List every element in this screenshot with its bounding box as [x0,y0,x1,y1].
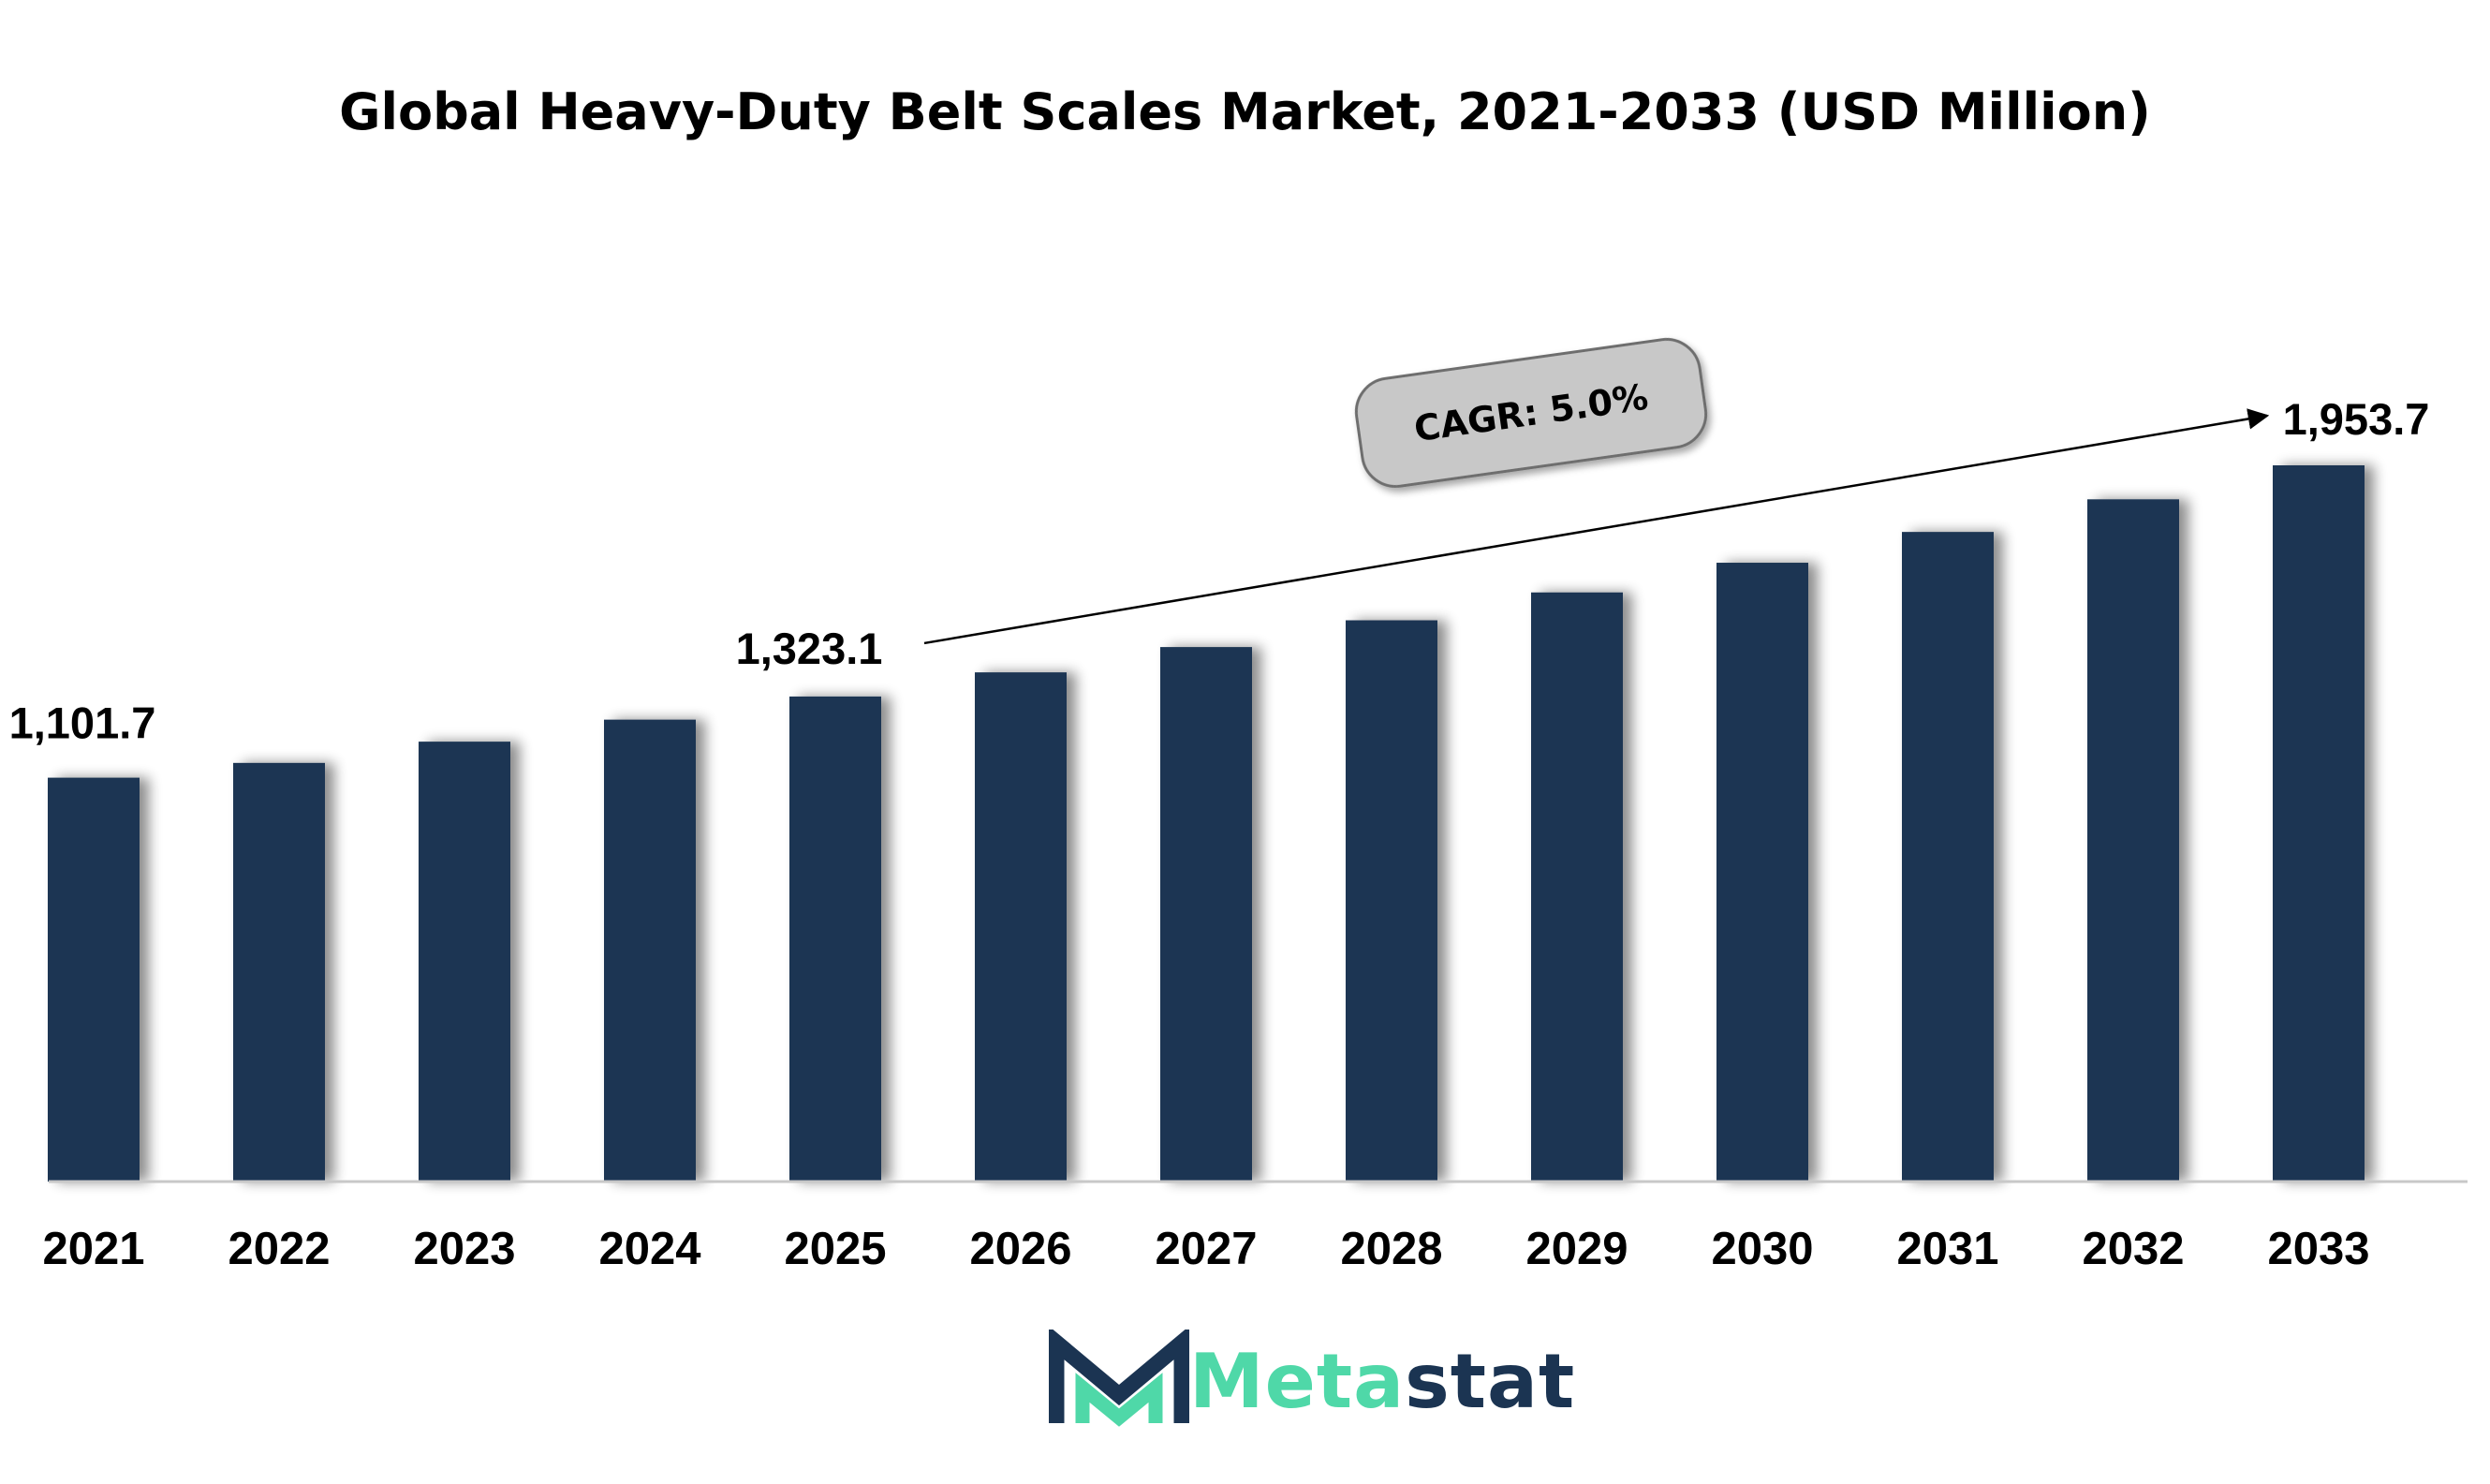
x-tick-label-2032: 2032 [2082,1224,2184,1274]
chart-title: Global Heavy-Duty Belt Scales Market, 20… [339,82,2151,141]
cagr-badge: CAGR: 5.0% [1354,337,1708,489]
x-tick-label-2033: 2033 [2267,1224,2369,1274]
x-tick-label-2028: 2028 [1340,1224,1442,1274]
bar-2026 [975,672,1067,1182]
x-tick-label-2022: 2022 [228,1224,330,1274]
logo-word-meta: Meta [1189,1337,1406,1425]
bar-2030 [1716,563,1808,1182]
data-label-2033: 1,953.7 [2283,394,2430,444]
x-tick-label-2029: 2029 [1525,1224,1628,1274]
x-tick-label-2027: 2027 [1155,1224,1257,1274]
metastat-logo-wordmark: Metastat [1189,1338,1575,1425]
bars-layer [48,465,2365,1182]
x-tick-label-2026: 2026 [969,1224,1071,1274]
logo-word-stat: stat [1405,1337,1576,1425]
data-label-2021: 1,101.7 [9,698,156,748]
bar-2032 [2087,499,2179,1182]
bar-2025 [789,696,881,1182]
bar-2029 [1531,592,1623,1182]
bar-2022 [233,762,325,1182]
bar-2027 [1160,647,1252,1182]
data-labels: 1,101.7 1,323.1 1,953.7 [9,394,2430,748]
bar-2028 [1346,620,1437,1182]
bar-2023 [419,742,510,1182]
bar-2033 [2273,465,2365,1182]
bar-2031 [1902,532,1994,1182]
x-tick-label-2023: 2023 [413,1224,515,1274]
bar-2024 [604,719,696,1182]
x-tick-label-2031: 2031 [1896,1224,1998,1274]
metastat-logo-mark-icon [1049,1330,1189,1427]
x-tick-label-2024: 2024 [598,1224,700,1274]
metastat-logo: Metastat [1049,1325,1575,1437]
x-tick-label-2021: 2021 [42,1224,144,1274]
x-tick-label-2025: 2025 [784,1224,886,1274]
data-label-2025: 1,323.1 [736,624,883,673]
bar-2021 [48,777,140,1182]
x-tick-label-2030: 2030 [1711,1224,1813,1274]
cagr-arrow [923,408,2270,645]
x-tick-labels: 2021 2022 2023 2024 2025 2026 2027 2028 2029 2030… [42,1224,2369,1274]
